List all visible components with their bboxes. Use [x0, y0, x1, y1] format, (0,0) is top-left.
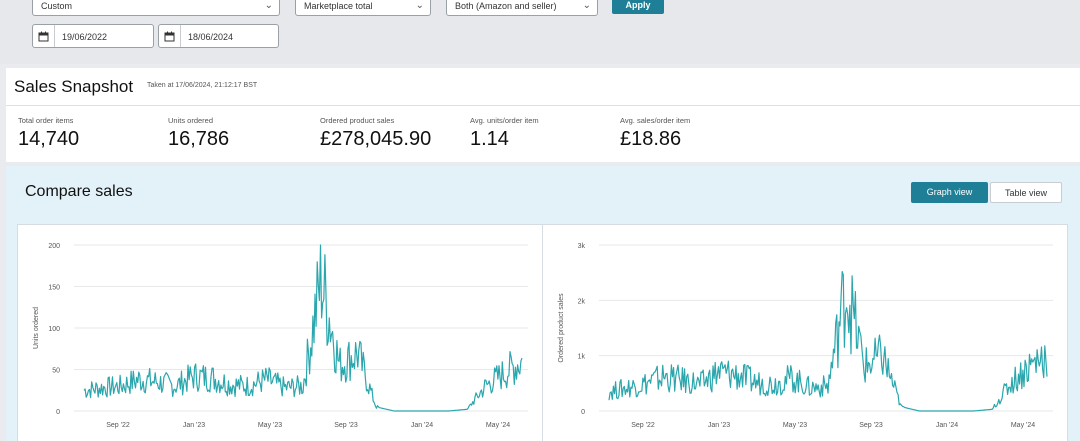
metric-value: 1.14 — [470, 128, 509, 150]
ordered-product-sales-chart: 0 1k 2k 3k Ordered product sales Sep '22 Jan '… — [558, 243, 1053, 429]
units-ordered-chart: 0 50 100 150 200 Units ordered Sep '22 Jan '23 M… — [33, 243, 528, 429]
metric-value: £278,045.90 — [320, 128, 432, 150]
compare-sales-panel: Compare sales Graph view Table view 0 50 1… — [6, 166, 1080, 441]
series-line — [83, 244, 523, 412]
x-tick-label: May '24 — [486, 422, 510, 429]
marketplace-select[interactable]: Marketplace total ⌄ — [295, 0, 431, 16]
metric-value: 16,786 — [168, 128, 230, 150]
metric-value: 14,740 — [18, 128, 80, 150]
y-tick-label: 0 — [581, 409, 585, 416]
snapshot-timestamp: Taken at 17/06/2024, 21:12:17 BST — [147, 82, 258, 89]
fulfillment-value: Both (Amazon and seller) — [455, 1, 557, 11]
filter-bar: Custom ⌄ Marketplace total ⌄ Both (Amazo… — [0, 0, 1080, 64]
x-tick-label: Sep '22 — [631, 422, 655, 429]
metric-label: Avg. sales/order item — [620, 116, 691, 125]
date-range-select[interactable]: Custom ⌄ — [32, 0, 280, 16]
marketplace-value: Marketplace total — [304, 1, 373, 11]
y-tick-label: 1k — [578, 354, 586, 361]
sales-snapshot-panel: Sales Snapshot Taken at 17/06/2024, 21:1… — [6, 68, 1080, 162]
x-tick-label: Jan '23 — [183, 422, 205, 429]
y-tick-label: 100 — [48, 326, 60, 333]
series-line — [608, 270, 1048, 412]
calendar-icon[interactable] — [33, 25, 55, 47]
divider — [6, 105, 1080, 106]
end-date-field[interactable]: 18/06/2024 — [158, 24, 279, 48]
x-tick-label: Jan '23 — [708, 422, 730, 429]
chevron-down-icon: ⌄ — [264, 0, 273, 11]
x-tick-label: May '23 — [783, 422, 807, 429]
x-tick-label: Jan '24 — [936, 422, 958, 429]
table-view-button[interactable]: Table view — [990, 182, 1062, 203]
ordered-product-sales-chart-panel: 0 1k 2k 3k Ordered product sales Sep '22 Jan '… — [542, 224, 1068, 441]
date-range-value: Custom — [41, 1, 73, 11]
units-ordered-chart-panel: 0 50 100 150 200 Units ordered Sep '22 Jan '23 M… — [17, 224, 543, 441]
metric-value: £18.86 — [620, 128, 682, 150]
y-tick-label: 50 — [52, 368, 60, 375]
x-tick-label: Sep '23 — [859, 422, 883, 429]
compare-sales-title: Compare sales — [25, 183, 133, 200]
start-date-field[interactable]: 19/06/2022 — [32, 24, 154, 48]
x-tick-label: May '23 — [258, 422, 282, 429]
y-tick-label: 0 — [56, 409, 60, 416]
end-date-value: 18/06/2024 — [188, 32, 234, 42]
y-tick-label: 150 — [48, 285, 60, 292]
y-axis-label: Units ordered — [33, 307, 40, 349]
snapshot-title: Sales Snapshot — [14, 77, 134, 96]
start-date-value: 19/06/2022 — [62, 32, 108, 42]
y-tick-label: 3k — [578, 243, 586, 250]
y-axis-label: Ordered product sales — [558, 293, 565, 363]
y-tick-label: 200 — [48, 243, 60, 250]
fulfillment-select[interactable]: Both (Amazon and seller) ⌄ — [446, 0, 598, 16]
apply-button[interactable]: Apply — [612, 0, 664, 14]
x-tick-label: Sep '22 — [106, 422, 130, 429]
metric-label: Ordered product sales — [320, 116, 395, 125]
calendar-icon[interactable] — [159, 25, 181, 47]
x-tick-label: May '24 — [1011, 422, 1035, 429]
y-tick-label: 2k — [578, 298, 586, 305]
metric-label: Units ordered — [168, 116, 214, 125]
x-tick-label: Sep '23 — [334, 422, 358, 429]
graph-view-button[interactable]: Graph view — [911, 182, 988, 203]
metric-label: Total order items — [18, 116, 74, 125]
x-tick-label: Jan '24 — [411, 422, 433, 429]
chevron-down-icon: ⌄ — [582, 0, 591, 11]
chevron-down-icon: ⌄ — [415, 0, 424, 11]
metric-label: Avg. units/order item — [470, 116, 539, 125]
